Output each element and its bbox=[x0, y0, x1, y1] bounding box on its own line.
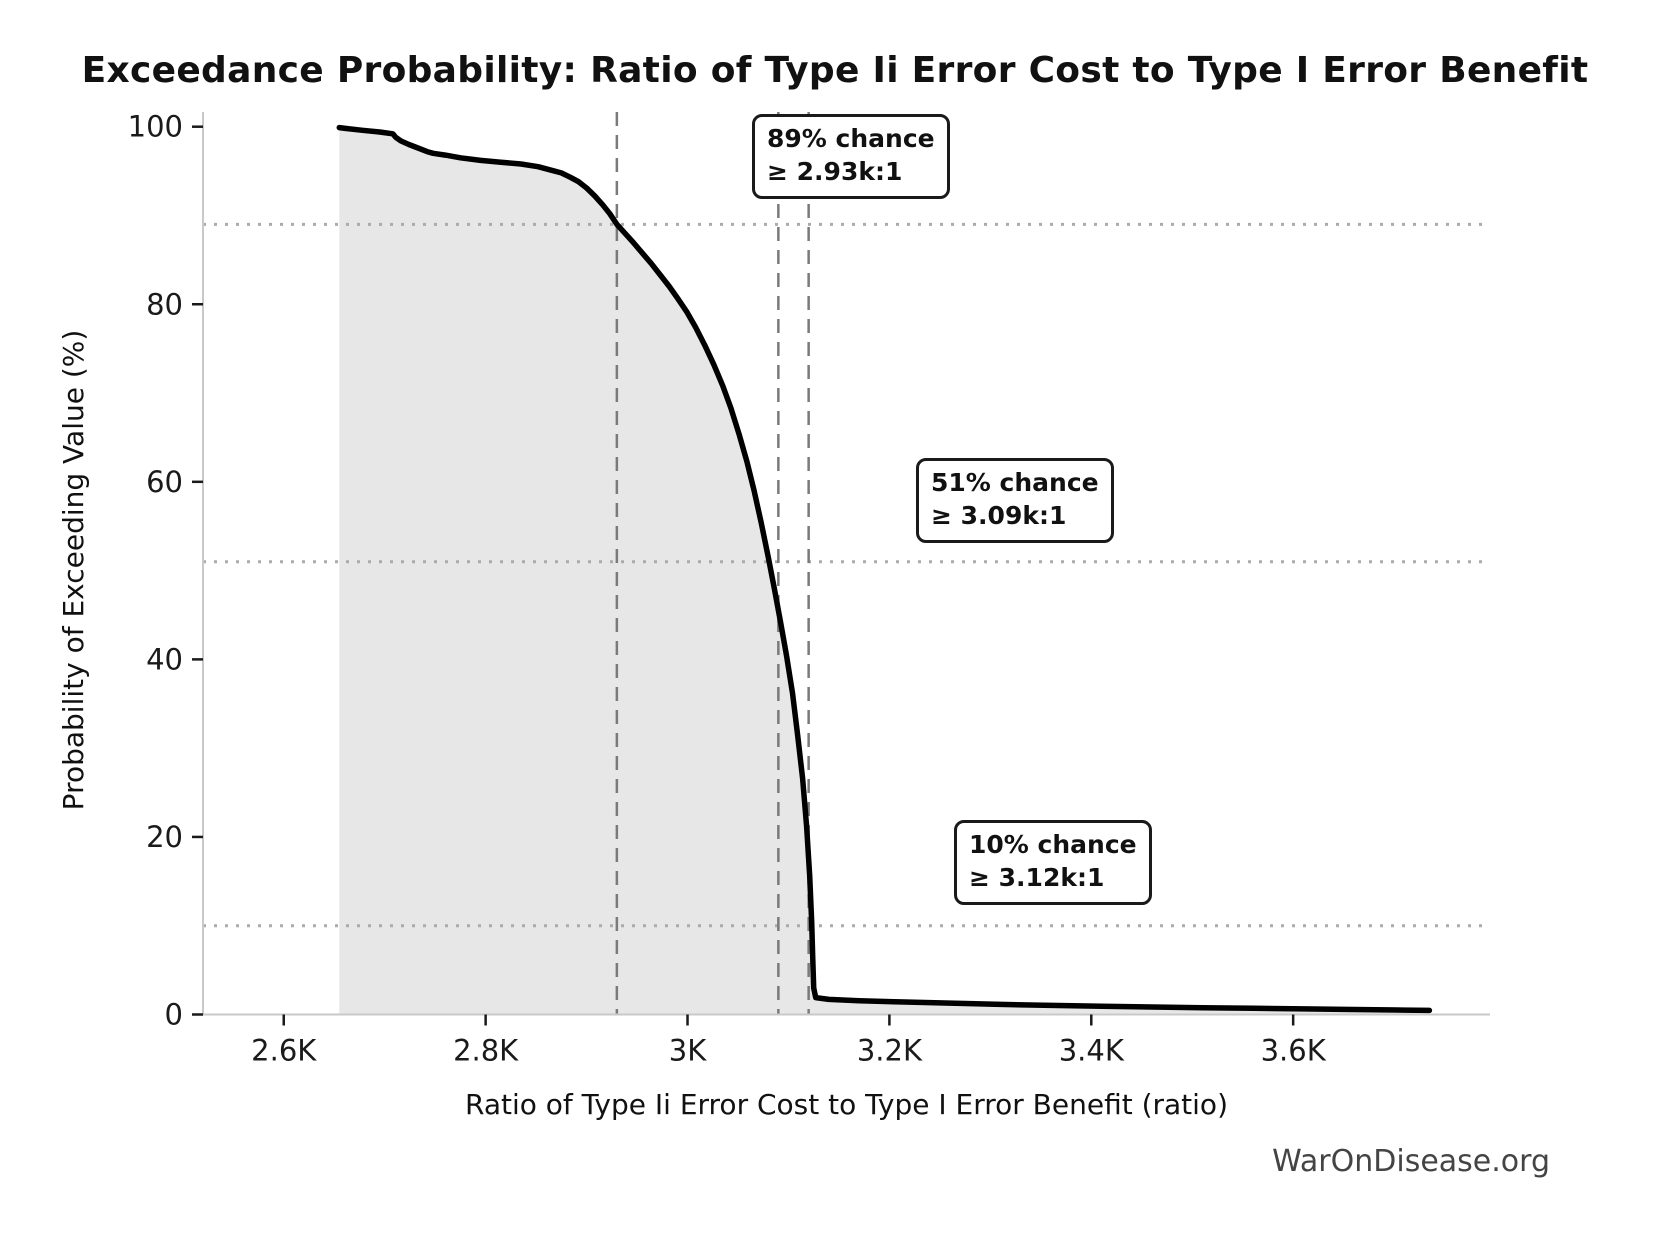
x-tick-label: 3.4K bbox=[1059, 1034, 1125, 1068]
x-tick-label: 3K bbox=[669, 1034, 707, 1068]
watermark-text: WarOnDisease.org bbox=[1272, 1144, 1550, 1179]
annotation-threshold-text: ≥ 3.09k:1 bbox=[931, 500, 1067, 530]
annotation-chance-text: 10% chance bbox=[969, 830, 1137, 859]
annotation-box-51pct: 51% chance ≥ 3.09k:1 bbox=[916, 458, 1114, 543]
x-axis-label: Ratio of Type Ii Error Cost to Type I Er… bbox=[465, 1088, 1228, 1121]
y-tick-label: 60 bbox=[146, 465, 183, 499]
y-tick-label: 40 bbox=[146, 642, 183, 676]
y-tick-label: 0 bbox=[165, 998, 183, 1032]
annotation-threshold-text: ≥ 2.93k:1 bbox=[767, 156, 903, 186]
annotation-box-10pct: 10% chance ≥ 3.12k:1 bbox=[954, 820, 1152, 905]
chart-title: Exceedance Probability: Ratio of Type Ii… bbox=[81, 50, 1589, 91]
annotation-chance-text: 51% chance bbox=[931, 468, 1099, 497]
annotation-threshold-text: ≥ 3.12k:1 bbox=[969, 862, 1105, 892]
x-tick-label: 3.6K bbox=[1261, 1034, 1327, 1068]
exceedance-curve bbox=[336, 124, 1433, 1014]
annotation-chance-text: 89% chance bbox=[767, 124, 935, 153]
y-tick-label: 20 bbox=[146, 820, 183, 854]
x-tick-label: 2.8K bbox=[453, 1034, 519, 1068]
x-tick-label: 2.6K bbox=[251, 1034, 317, 1068]
curve-fill-area bbox=[339, 127, 1430, 1015]
annotation-box-89pct: 89% chance ≥ 2.93k:1 bbox=[752, 114, 950, 199]
y-tick-label: 80 bbox=[146, 287, 183, 321]
x-tick-label: 3.2K bbox=[857, 1034, 923, 1068]
y-tick-label: 100 bbox=[128, 110, 183, 144]
y-axis-label: Probability of Exceeding Value (%) bbox=[57, 329, 90, 811]
